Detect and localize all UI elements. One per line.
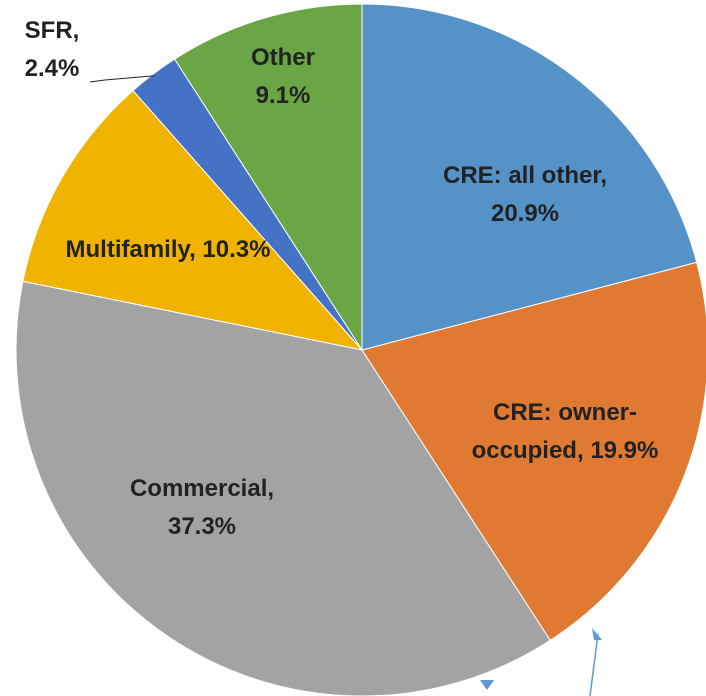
value-label: 19.9%	[590, 437, 659, 464]
pie-slice	[361, 3, 698, 351]
leader-line	[89, 75, 155, 83]
slice-label: Other 9.1%	[238, 39, 328, 115]
value-label: 9.1%	[255, 82, 311, 109]
arrow-head	[480, 680, 494, 690]
category-label: Commercial,	[129, 475, 275, 502]
value-label: 20.9%	[490, 200, 560, 227]
category-label: CRE: owner-occupied,	[471, 399, 637, 464]
slice-label: Commercial, 37.3%	[97, 470, 307, 546]
arrow-head	[592, 628, 602, 640]
category-label: Other	[250, 44, 315, 71]
slice-label: CRE: all other, 20.9%	[425, 157, 625, 233]
slice-label: CRE: owner-occupied, 19.9%	[465, 394, 665, 470]
category-label: SFR,	[24, 17, 80, 44]
arrow-line	[589, 633, 599, 696]
slice-label: Multifamily, 10.3%	[61, 231, 276, 269]
value-label: 37.3%	[167, 513, 237, 540]
pie-slice	[22, 89, 364, 351]
value-label: 10.3%	[202, 236, 271, 263]
value-label: 2.4%	[24, 55, 80, 82]
pie-slice	[173, 3, 363, 352]
category-label: CRE: all other,	[442, 162, 608, 189]
category-label: Multifamily,	[65, 236, 196, 263]
pie-slice	[15, 280, 551, 696]
slice-label: SFR, 2.4%	[17, 12, 87, 88]
